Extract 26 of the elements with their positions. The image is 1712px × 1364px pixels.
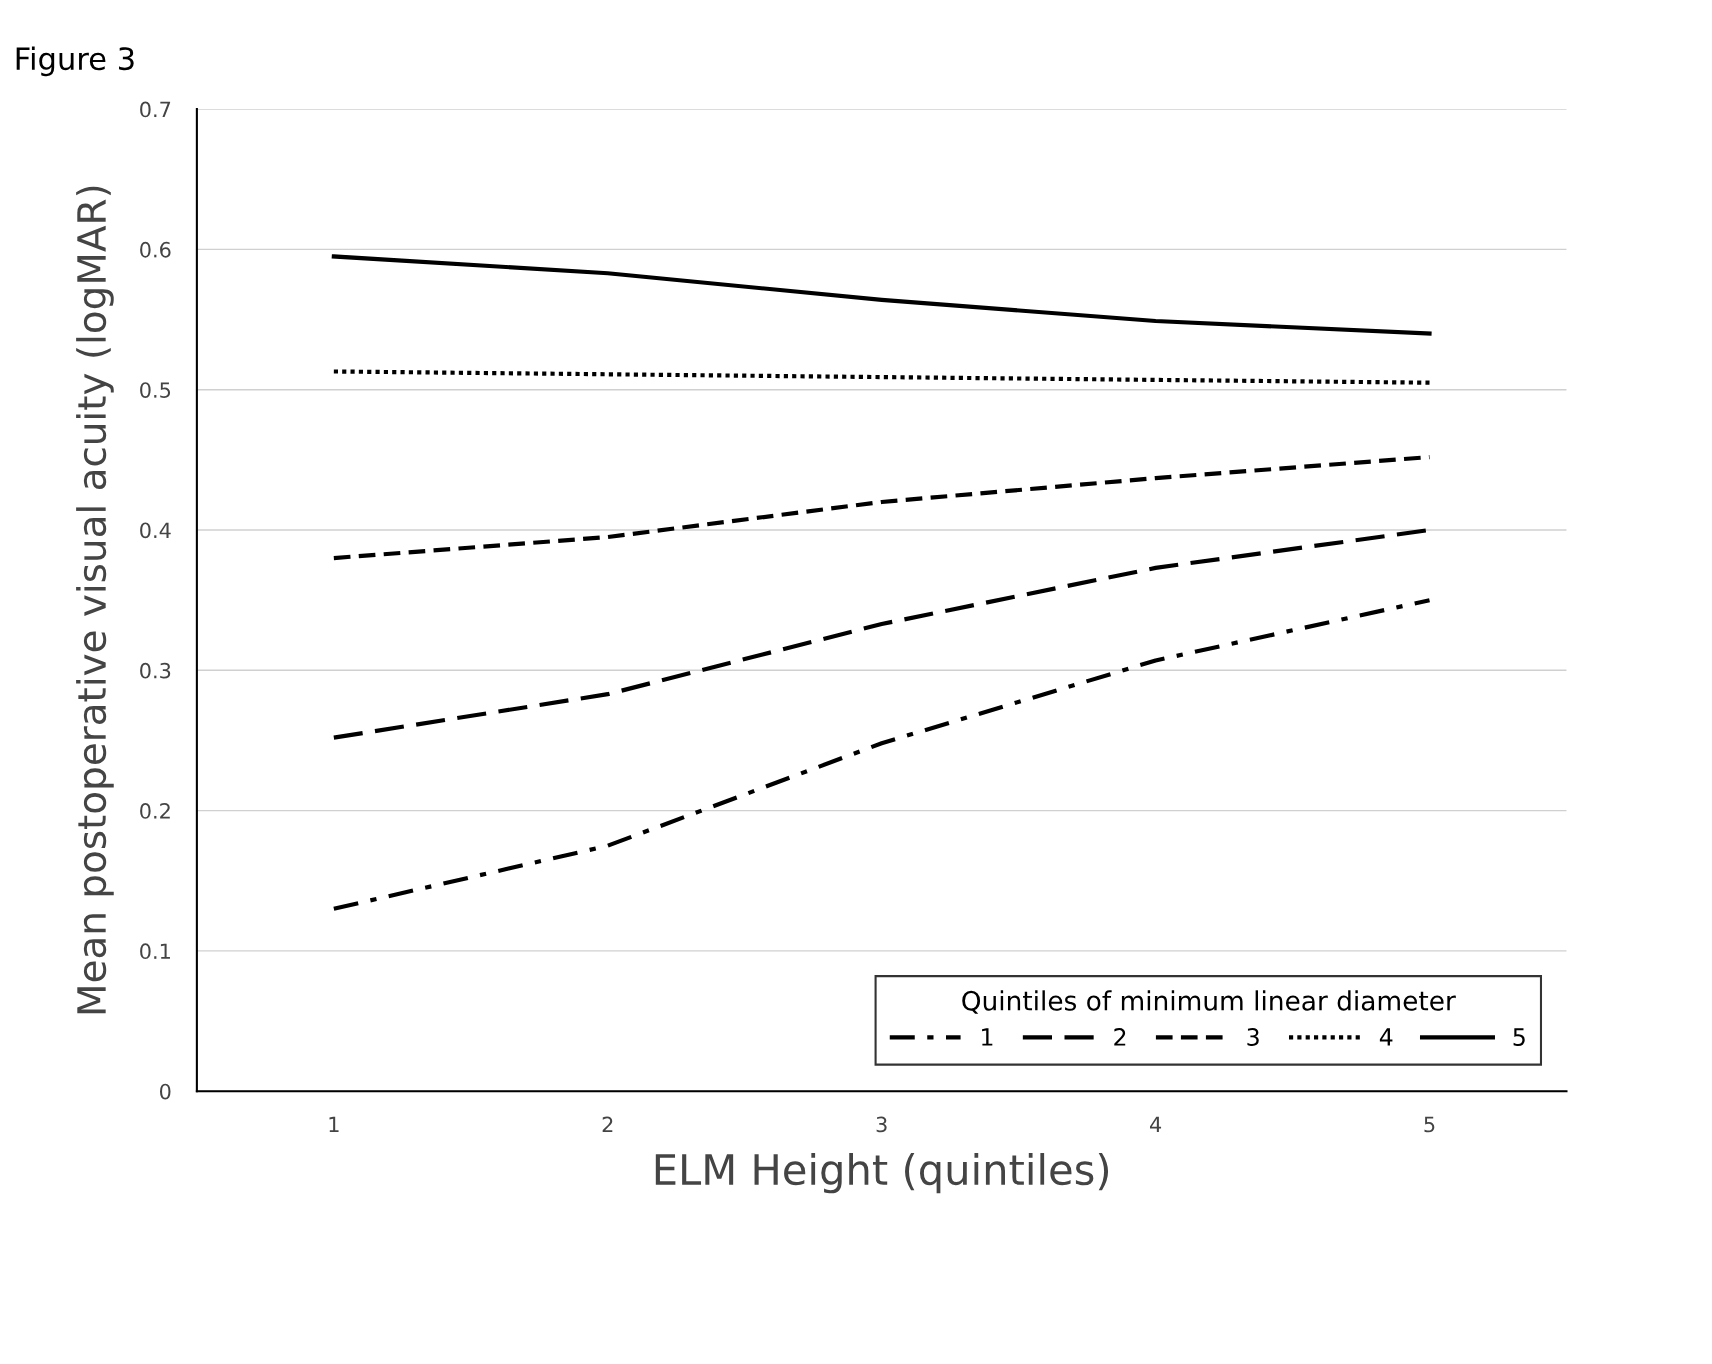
y-tick-label: 0.3 xyxy=(140,662,171,679)
legend-label: 2 xyxy=(1114,1028,1126,1046)
x-tick-label: 2 xyxy=(602,1116,613,1133)
line-series xyxy=(331,369,1432,385)
y-tick-label: 0.7 xyxy=(140,101,171,118)
x-axis-title: ELM Height (quintiles) xyxy=(655,1153,1109,1194)
line-series xyxy=(331,254,1432,336)
legend-label: 3 xyxy=(1247,1028,1259,1046)
legend-label: 4 xyxy=(1379,1028,1393,1046)
x-tick-label: 1 xyxy=(329,1116,339,1133)
x-tick-label: 4 xyxy=(1149,1116,1162,1133)
legend-title: Quintiles of minimum linear diameter xyxy=(962,990,1456,1014)
line-series xyxy=(331,454,1432,561)
y-tick-label: 0.6 xyxy=(140,241,171,258)
y-tick-label: 0 xyxy=(160,1083,171,1100)
y-tick-label: 0.4 xyxy=(140,522,171,539)
y-axis-title: Mean postoperative visual acuity (logMAR) xyxy=(76,186,114,1014)
x-tick-label: 3 xyxy=(876,1116,887,1133)
legend-label: 1 xyxy=(982,1028,993,1046)
line-series xyxy=(331,598,1432,911)
x-tick-label: 5 xyxy=(1424,1116,1435,1133)
chart-title: Figure 3 xyxy=(16,46,134,77)
legend-label: 5 xyxy=(1513,1028,1525,1046)
y-tick-label: 0.5 xyxy=(140,382,171,398)
y-tick-label: 0.1 xyxy=(140,943,170,960)
y-tick-label: 0.2 xyxy=(140,803,170,819)
